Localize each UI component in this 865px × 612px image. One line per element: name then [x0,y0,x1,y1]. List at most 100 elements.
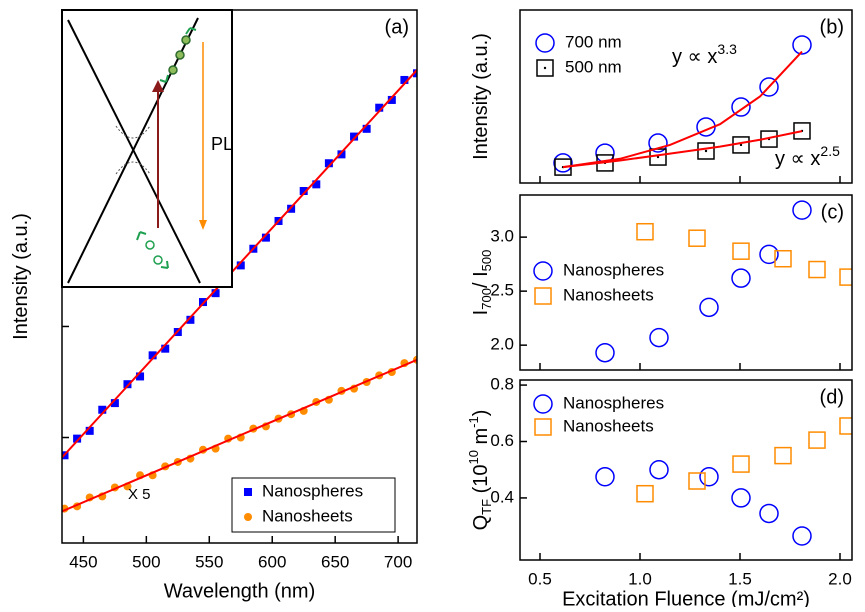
y-tick-label: 0.4 [490,487,514,506]
marker [261,233,270,242]
carrier [153,255,163,265]
carrier [181,35,191,45]
carriers [145,35,191,265]
annotation: y ∝ x3.3 [672,41,737,69]
marker [697,142,715,160]
axes-frame [519,194,853,371]
legend-label: Nanosheets [262,506,353,525]
y-tick-label: 0.6 [490,431,514,450]
marker [299,186,308,195]
marker [839,268,852,286]
legend-marker [533,394,553,414]
marker [649,327,669,348]
marker [85,426,94,435]
marker [553,153,573,173]
plot-area [595,200,852,363]
marker [98,405,107,414]
marker-box [534,287,552,305]
marker [732,242,750,260]
marker [649,459,669,480]
x-tick-label: 600 [258,552,286,571]
marker [792,35,812,55]
legend-marker [534,418,552,436]
marker [595,342,615,363]
legend-marker [244,513,252,521]
marker [759,244,779,265]
y-axis-label: Intensity (a.u.) [470,33,492,160]
marker [759,77,779,97]
marker-box [774,249,792,268]
marker [699,297,719,318]
legend-marker [244,488,252,496]
annotation-text: PL [211,134,233,154]
marker [236,261,245,270]
marker [161,344,170,353]
legend-label: Nanospheres [563,260,664,279]
x-axis-label: Excitation Fluence (mJ/cm²) [562,588,810,607]
axes-frame [519,9,853,184]
marker-dot [656,155,660,159]
marker [73,434,82,443]
y-axis-label-part: Intensity (a.u.) [10,213,32,340]
marker [148,351,157,360]
marker [198,298,207,307]
band-line [67,19,201,284]
marker [774,446,792,465]
marker [839,417,852,435]
marker [387,95,396,104]
x-tick-label: 700 [384,552,412,571]
marker [792,526,812,546]
gap-curve [115,125,151,139]
marker [731,488,751,508]
marker-box [839,417,852,435]
legend-marker [533,261,553,281]
plot-area [62,69,417,513]
marker-box [774,446,792,465]
y-axis-label: QTF (1010 m-1) [466,410,494,531]
band-line [67,17,199,284]
panel-label: (d) [820,386,844,408]
marker-box [688,229,706,247]
x-tick-label: 1.5 [728,569,752,588]
y-tick-label: 2.5 [490,281,514,300]
legend-marker [535,33,555,53]
marker [732,455,750,473]
fit-line [62,358,417,513]
marker [400,75,409,84]
marker-box [636,222,654,241]
x-tick-label: 500 [132,552,160,571]
marker [808,431,826,449]
marker-box [697,142,715,160]
plot-area [553,35,812,176]
gap-curve [115,161,151,175]
marker-box [793,122,811,140]
legend-label: 500 nm [565,57,622,76]
marker [731,97,751,117]
inset-diagram [61,9,233,288]
fit-line [562,130,803,169]
legend-label: Nanospheres [563,393,664,412]
marker [636,484,654,503]
annotation: PL [211,134,233,154]
legend-label: Nanospheres [262,481,363,500]
y-tick-label: 3.0 [490,227,514,246]
marker [699,467,719,487]
y-axis-label-part: 700 [479,288,494,310]
y-axis-label: I700/ I500 [470,250,494,316]
y-axis-label-part: I [470,310,492,316]
marker [123,380,132,389]
legend-marker [536,59,554,77]
panel-label: (a) [385,16,409,38]
marker [595,467,615,487]
marker [808,260,826,279]
y-axis-label-part: Q [470,515,492,531]
plot-area [595,417,852,546]
panel-label: (c) [821,201,844,223]
marker [211,289,220,298]
marker [186,315,195,324]
marker-box [808,431,826,449]
marker [731,268,751,288]
panel-label: (b) [820,16,844,38]
marker-box [732,242,750,260]
